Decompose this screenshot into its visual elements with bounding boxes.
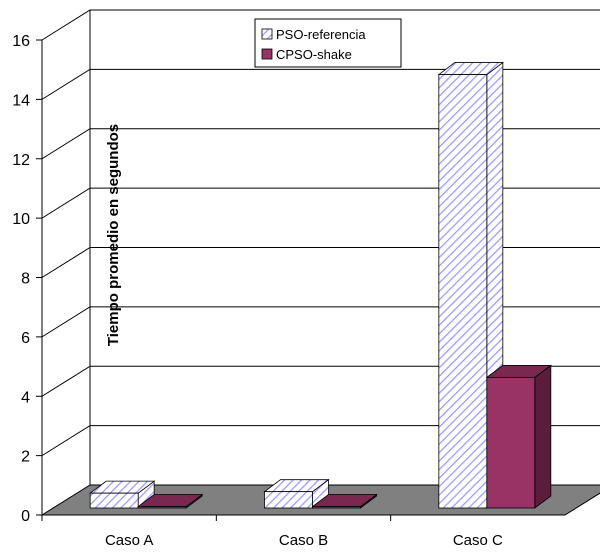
- legend-label: CPSO-shake: [276, 47, 352, 62]
- legend-swatch: [261, 28, 273, 40]
- y-tick-label: 2: [21, 449, 30, 466]
- bar: [137, 506, 187, 509]
- grid-line: [41, 68, 600, 100]
- bar: [438, 74, 488, 509]
- bar: [89, 492, 139, 509]
- y-tick-label: 16: [12, 33, 30, 50]
- grid-line: [41, 9, 600, 41]
- grid-line: [41, 187, 600, 219]
- y-tick-label: 6: [21, 330, 30, 347]
- x-tick-label: Caso A: [105, 532, 153, 549]
- grid-line: [41, 247, 600, 278]
- bar-side: [534, 364, 552, 509]
- y-tick-label: 10: [12, 211, 30, 228]
- x-tick-label: Caso C: [453, 532, 503, 549]
- y-tick-label: 4: [21, 389, 30, 406]
- y-tick-label: 8: [21, 271, 30, 288]
- y-tick-label: 12: [12, 152, 30, 169]
- y-tick-label: 0: [21, 508, 30, 525]
- legend-box: [254, 18, 402, 68]
- bar: [486, 376, 536, 509]
- grid-line: [41, 425, 600, 457]
- y-tick-label: 14: [12, 92, 30, 109]
- bar: [264, 491, 313, 509]
- grid-line: [41, 128, 600, 160]
- legend-swatch: [261, 48, 273, 60]
- grid-line: [41, 365, 600, 397]
- bar: [312, 506, 361, 509]
- y-axis-title: Tiempo promedio en segundos: [105, 124, 122, 346]
- x-tick-label: Caso B: [279, 532, 328, 549]
- legend-label: PSO-referencia: [276, 27, 366, 42]
- grid-line: [41, 306, 600, 338]
